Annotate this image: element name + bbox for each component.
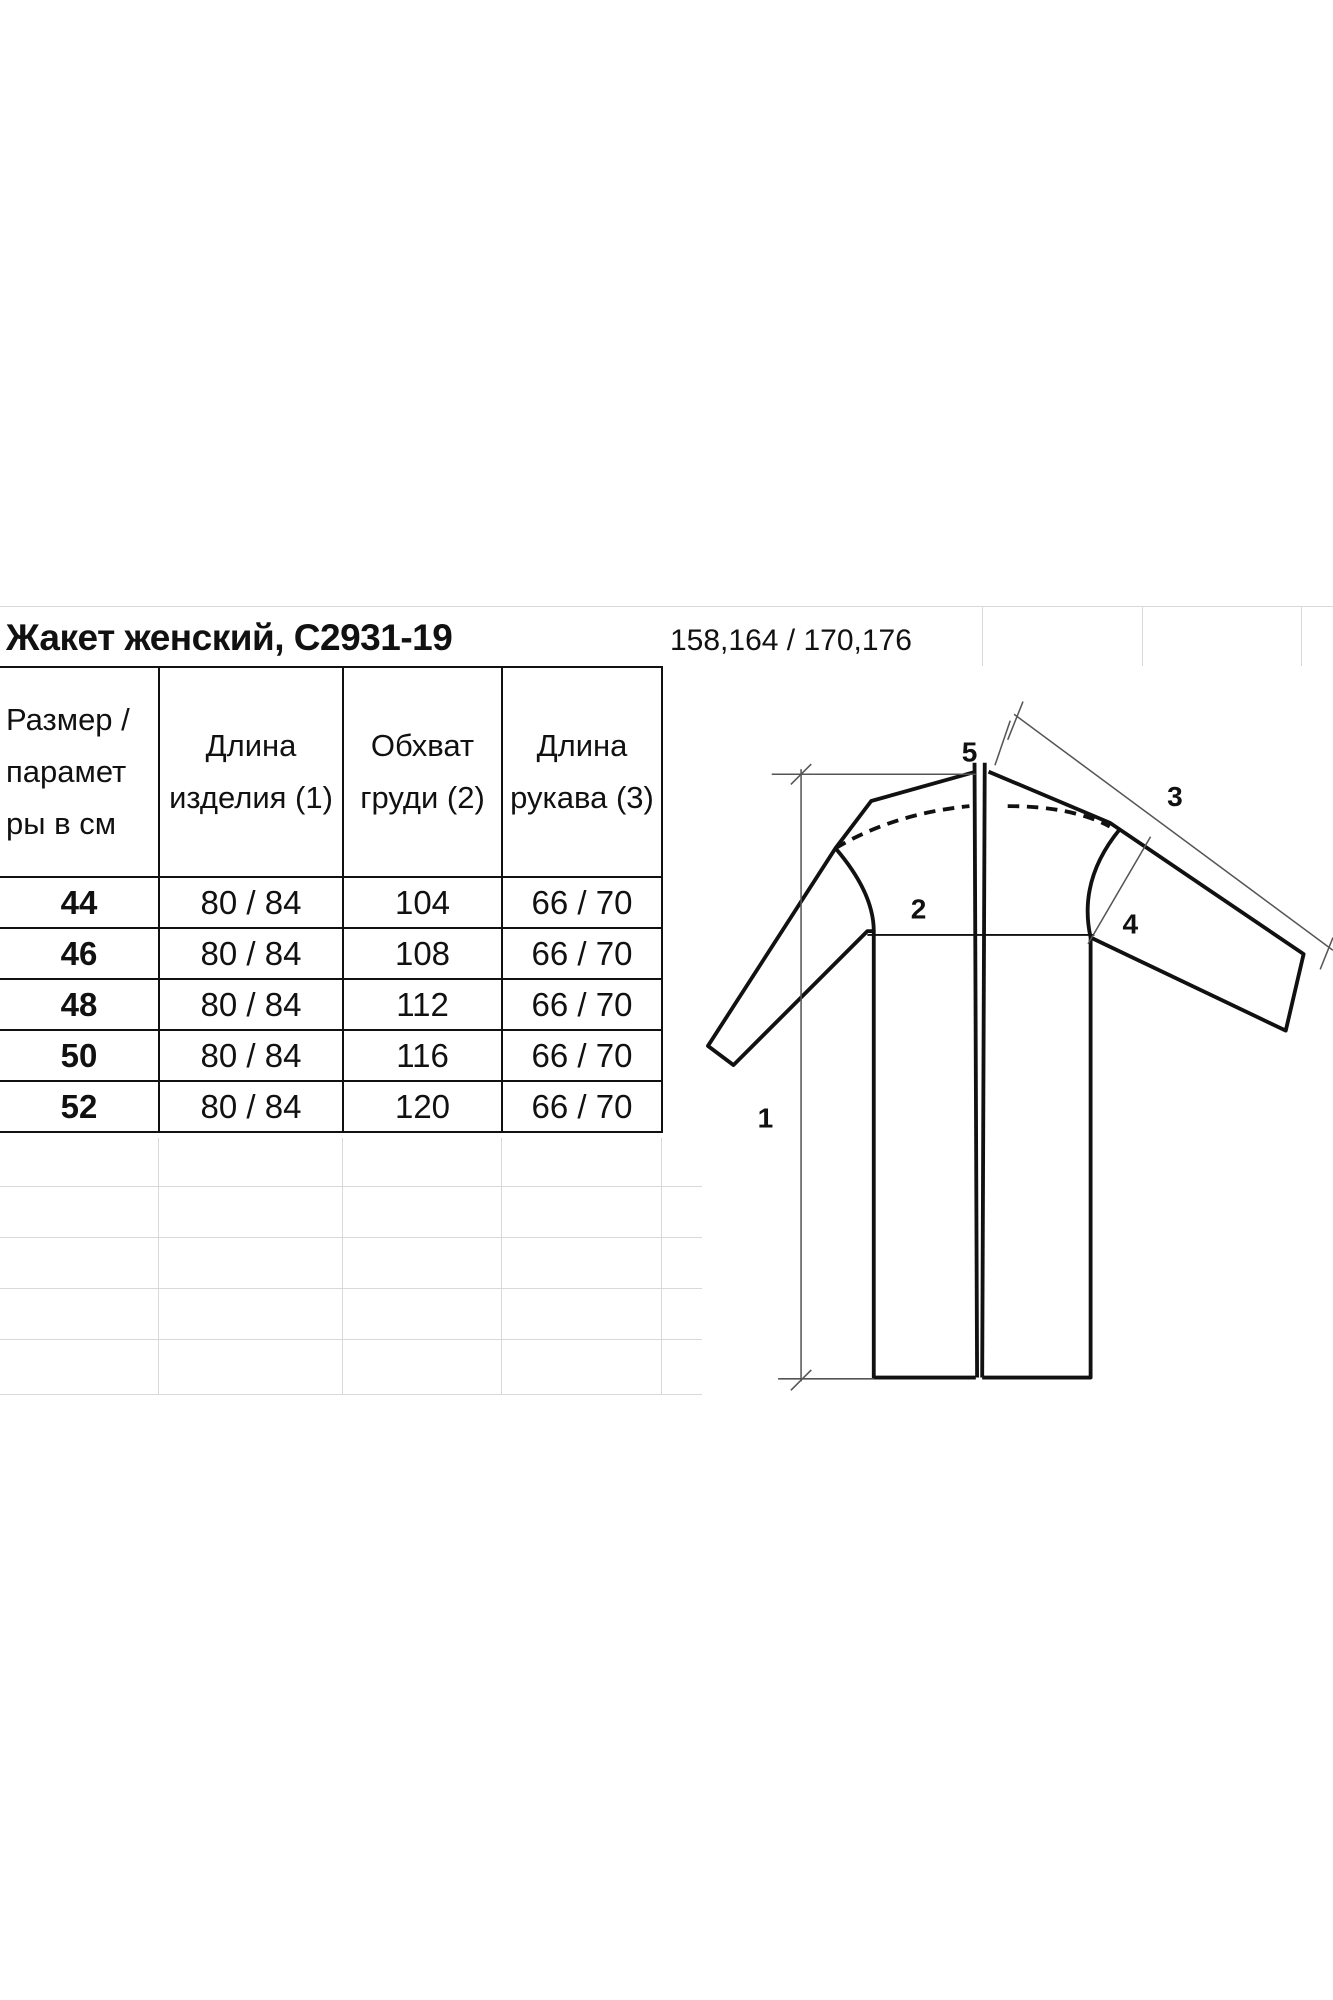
cell-size: 44 bbox=[0, 876, 160, 929]
gridline bbox=[0, 1288, 702, 1289]
header-size: Размер / парамет ры в см bbox=[0, 666, 160, 878]
cell-length: 80 / 84 bbox=[158, 876, 344, 929]
cell-size: 52 bbox=[0, 1080, 160, 1133]
dimension-3-line bbox=[1013, 713, 1333, 951]
table-row: 52 80 / 84 120 66 / 70 bbox=[0, 1080, 663, 1133]
cell-sleeve: 66 / 70 bbox=[501, 978, 663, 1031]
height-range: 158,164 / 170,176 bbox=[670, 624, 912, 657]
gridline bbox=[342, 1138, 343, 1394]
left-armhole bbox=[834, 846, 876, 932]
cell-sleeve: 66 / 70 bbox=[501, 1080, 663, 1133]
cell-length: 80 / 84 bbox=[158, 927, 344, 980]
jacket-left-outline bbox=[706, 769, 977, 1380]
dimension-4-line bbox=[1087, 836, 1152, 945]
gridline bbox=[0, 606, 1333, 607]
gridline bbox=[0, 1237, 702, 1238]
table-row: 48 80 / 84 112 66 / 70 bbox=[0, 978, 663, 1031]
header-chest: Обхват груди (2) bbox=[342, 666, 503, 878]
dimension-label-5: 5 bbox=[962, 736, 978, 767]
table-row: 44 80 / 84 104 66 / 70 bbox=[0, 876, 663, 929]
gridline bbox=[0, 1186, 702, 1187]
cell-sleeve: 66 / 70 bbox=[501, 1029, 663, 1082]
cell-chest: 112 bbox=[342, 978, 503, 1031]
center-zipper bbox=[980, 762, 987, 1378]
dimension-label-4: 4 bbox=[1122, 909, 1138, 940]
dimension-label-1: 1 bbox=[758, 1103, 774, 1134]
yoke-dashed-line bbox=[834, 804, 1111, 850]
cell-sleeve: 66 / 70 bbox=[501, 927, 663, 980]
gridline bbox=[0, 1394, 702, 1395]
gridline bbox=[982, 606, 983, 666]
table-row: 50 80 / 84 116 66 / 70 bbox=[0, 1029, 663, 1082]
header-length: Длина изделия (1) bbox=[158, 666, 344, 878]
header-sleeve: Длина рукава (3) bbox=[501, 666, 663, 878]
cell-size: 46 bbox=[0, 927, 160, 980]
gridline bbox=[1301, 606, 1302, 666]
cell-size: 48 bbox=[0, 978, 160, 1031]
cell-length: 80 / 84 bbox=[158, 1080, 344, 1133]
table-header-row: Размер / парамет ры в см Длина изделия (… bbox=[0, 666, 663, 878]
dimension-label-3: 3 bbox=[1167, 781, 1183, 812]
cell-sleeve: 66 / 70 bbox=[501, 876, 663, 929]
jacket-right-outline bbox=[982, 769, 1306, 1380]
size-table: Размер / парамет ры в см Длина изделия (… bbox=[0, 666, 663, 1133]
cell-length: 80 / 84 bbox=[158, 1029, 344, 1082]
table-row: 46 80 / 84 108 66 / 70 bbox=[0, 927, 663, 980]
dimension-label-2: 2 bbox=[911, 893, 927, 924]
cell-chest: 108 bbox=[342, 927, 503, 980]
cell-length: 80 / 84 bbox=[158, 978, 344, 1031]
center-zipper bbox=[972, 762, 979, 1378]
cell-chest: 120 bbox=[342, 1080, 503, 1133]
gridline bbox=[1142, 606, 1143, 666]
gridline bbox=[158, 1138, 159, 1394]
right-armhole bbox=[1085, 827, 1122, 938]
product-title: Жакет женский, С2931-19 bbox=[6, 617, 453, 658]
cell-chest: 104 bbox=[342, 876, 503, 929]
cell-chest: 116 bbox=[342, 1029, 503, 1082]
gridline bbox=[0, 1339, 702, 1340]
gridline bbox=[501, 1138, 502, 1394]
cell-size: 50 bbox=[0, 1029, 160, 1082]
gridline bbox=[661, 1138, 662, 1394]
